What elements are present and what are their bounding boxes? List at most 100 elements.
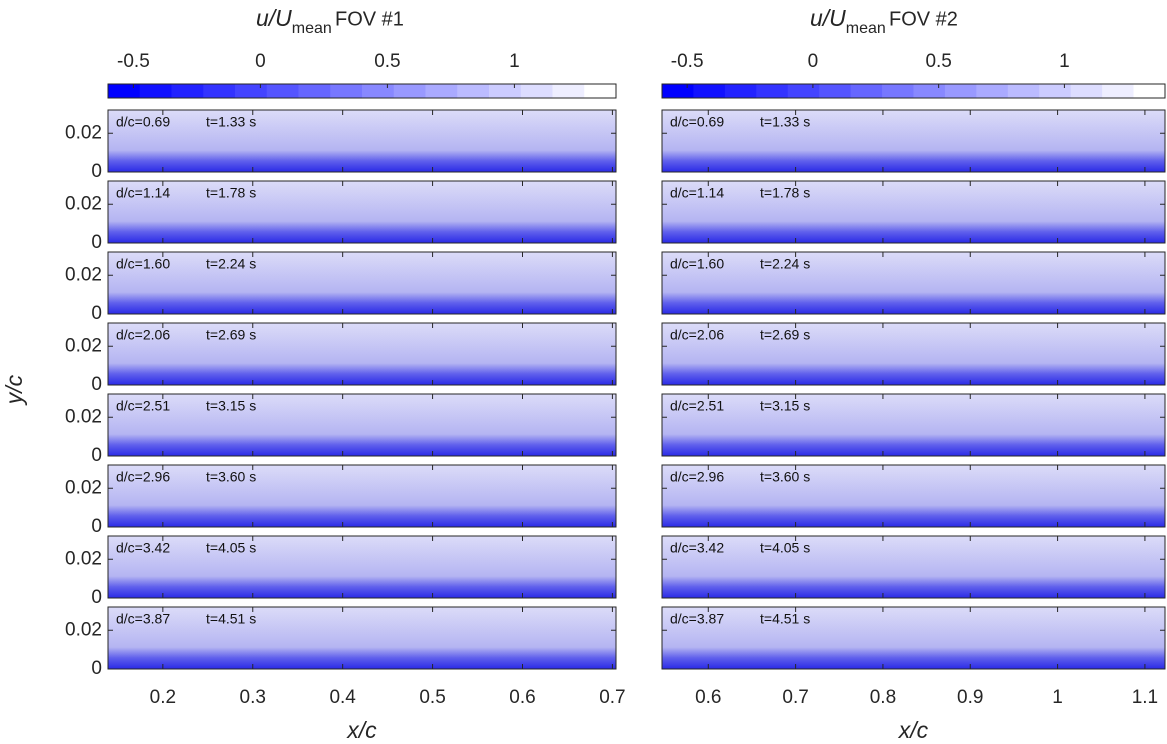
panel-label-t: t=3.60 s <box>206 469 256 485</box>
colorbar-frame <box>107 83 617 99</box>
panel-label-d: d/c=1.14 <box>116 185 170 201</box>
colorbar-swatch <box>1007 84 1040 98</box>
colorbar-swatch <box>520 84 553 98</box>
colorbar-swatch <box>330 84 363 98</box>
colorbar-swatch <box>819 84 852 98</box>
panel-frame <box>107 464 617 528</box>
colorbar-swatch <box>139 84 172 98</box>
y-tick-label: 0.02 <box>65 619 102 640</box>
panel-label-d: d/c=0.69 <box>116 114 170 130</box>
y-tick-label: 0 <box>91 374 102 395</box>
panel-label-d: d/c=1.60 <box>116 256 170 272</box>
chart-title: FOV #2 <box>889 8 958 30</box>
panel-label-t: t=4.05 s <box>760 540 810 556</box>
panel-frame <box>661 393 1166 457</box>
panel-label-t: t=4.51 s <box>206 611 256 627</box>
colorbar-swatch <box>724 84 757 98</box>
y-tick-label: 0.02 <box>65 477 102 498</box>
colorbar-tick-label: 0 <box>808 51 819 72</box>
x-tick-label: 1 <box>1052 687 1063 708</box>
colorbar-label-main: u/U <box>810 5 846 31</box>
panel-label-t: t=3.60 s <box>760 469 810 485</box>
y-tick-label: 0.02 <box>65 193 102 214</box>
chart-title: FOV #1 <box>335 8 404 30</box>
contour-field <box>108 465 616 527</box>
colorbar-swatch <box>457 84 490 98</box>
panel-frame <box>107 606 617 670</box>
panel-frame <box>107 109 617 173</box>
colorbar-swatch <box>756 84 789 98</box>
colorbar-swatch <box>882 84 914 98</box>
panel-frame <box>107 535 617 599</box>
contour-field <box>662 323 1165 385</box>
panel-frame <box>107 180 617 244</box>
y-tick-label: 0 <box>91 161 102 182</box>
colorbar-swatch <box>693 84 726 98</box>
colorbar-swatch <box>489 84 522 98</box>
y-tick-label: 0.02 <box>65 264 102 285</box>
colorbar-swatch <box>425 84 458 98</box>
colorbar-tick-label: 0.5 <box>374 51 400 72</box>
colorbar-swatch <box>787 84 820 98</box>
panel-label-t: t=1.33 s <box>206 114 256 130</box>
panel-frame <box>661 535 1166 599</box>
contour-field <box>662 252 1165 314</box>
colorbar-swatch <box>171 84 204 98</box>
colorbar-swatch <box>108 84 141 98</box>
contour-field <box>662 394 1165 456</box>
colorbar-swatch <box>552 84 585 98</box>
panel-label-d: d/c=2.06 <box>116 327 170 343</box>
contour-field <box>108 252 616 314</box>
y-tick-label: 0.02 <box>65 406 102 427</box>
contour-field <box>108 110 616 172</box>
panel-label-d: d/c=2.96 <box>670 469 724 485</box>
y-tick-label: 0.02 <box>65 548 102 569</box>
panel-label-d: d/c=3.42 <box>670 540 724 556</box>
panel-label-d: d/c=1.60 <box>670 256 724 272</box>
panel-label-d: d/c=2.51 <box>670 398 724 414</box>
colorbar-swatch <box>976 84 1009 98</box>
contour-field <box>108 607 616 669</box>
contour-field <box>662 465 1165 527</box>
contour-field <box>108 394 616 456</box>
panel-frame <box>661 464 1166 528</box>
y-tick-label: 0 <box>91 587 102 608</box>
panel-label-d: d/c=2.51 <box>116 398 170 414</box>
panel-frame <box>107 251 617 315</box>
colorbar-swatch <box>362 84 395 98</box>
colorbar-swatch <box>1070 84 1103 98</box>
panel-label-t: t=1.78 s <box>206 185 256 201</box>
panel-label-t: t=1.33 s <box>760 114 810 130</box>
x-axis-label: x/c <box>898 717 929 743</box>
y-tick-label: 0.02 <box>65 122 102 143</box>
x-tick-label: 0.5 <box>419 687 445 708</box>
colorbar-label: u/Umean <box>256 5 332 37</box>
panel-frame <box>661 606 1166 670</box>
colorbar-tick-label: 1 <box>509 51 520 72</box>
x-tick-label: 0.6 <box>695 687 721 708</box>
y-tick-label: 0.02 <box>65 335 102 356</box>
x-tick-label: 0.7 <box>782 687 808 708</box>
x-tick-label: 0.8 <box>870 687 896 708</box>
panel-label-t: t=2.24 s <box>206 256 256 272</box>
panel-label-d: d/c=3.42 <box>116 540 170 556</box>
panel-label-d: d/c=0.69 <box>670 114 724 130</box>
colorbar-swatch <box>393 84 426 98</box>
contour-field <box>108 536 616 598</box>
colorbar-swatch <box>235 84 268 98</box>
panel-label-t: t=3.15 s <box>206 398 256 414</box>
panel-frame <box>661 251 1166 315</box>
colorbar-swatch <box>1102 84 1135 98</box>
y-axis-label: y/c <box>1 374 27 406</box>
colorbar-swatch <box>266 84 299 98</box>
colorbar-label-sub: mean <box>846 20 886 37</box>
colorbar-swatch <box>850 84 883 98</box>
colorbar-swatch <box>944 84 977 98</box>
panel-label-t: t=3.15 s <box>760 398 810 414</box>
y-tick-label: 0 <box>91 232 102 253</box>
y-tick-label: 0 <box>91 445 102 466</box>
colorbar-tick-label: -0.5 <box>671 51 704 72</box>
contour-field <box>108 323 616 385</box>
panel-label-d: d/c=2.96 <box>116 469 170 485</box>
colorbar-swatch <box>913 84 946 98</box>
